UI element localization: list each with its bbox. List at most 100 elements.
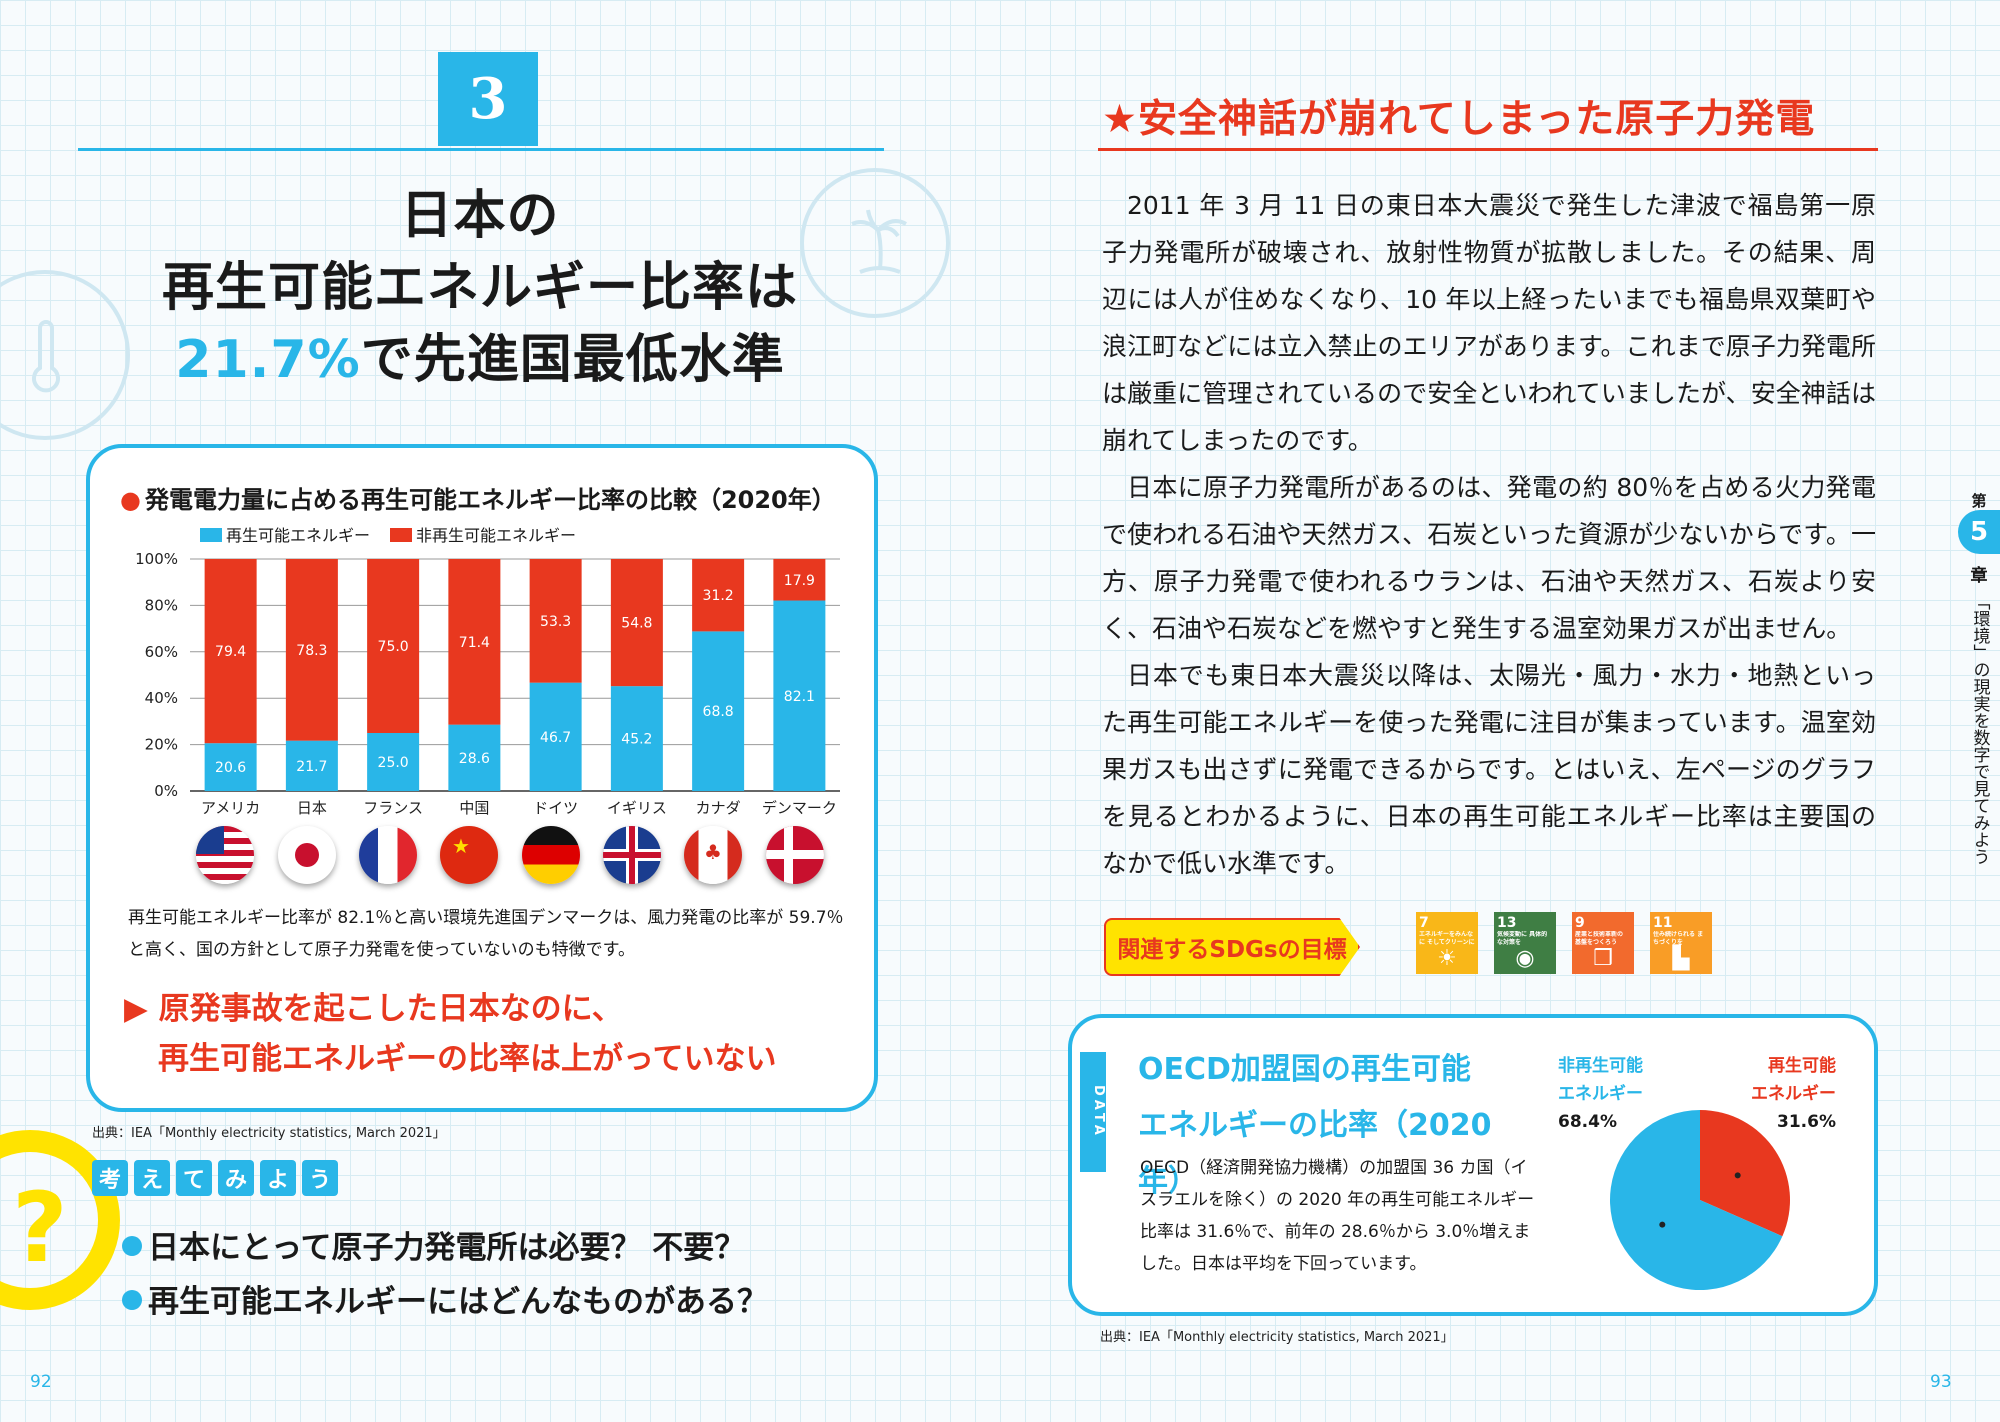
eye-icon: ◉ [1515, 946, 1535, 971]
sdg-text: 産業と技術革新の 基盤をつくろう [1575, 931, 1624, 946]
bar-segment [285, 740, 338, 791]
legend-item-renewable: 再生可能エネルギー [200, 522, 370, 546]
data-label: 82.1 [784, 689, 815, 705]
city-icon: ▙ [1672, 946, 1690, 971]
data-label: 71.4 [459, 635, 490, 651]
sun-icon: ☀ [1437, 946, 1457, 971]
flag-canada-icon: ♣ [684, 826, 742, 884]
paragraph: 日本に原子力発電所があるのは、発電の約 80％を占める火力発電で使われる石油や天… [1102, 473, 1876, 643]
chapter-title: 章 「環境」の現実を数字で見てみよう [1964, 566, 1994, 865]
think-question-1: 日本にとって原子力発電所は必要？ 不要？ [122, 1222, 745, 1267]
pie-slice [1700, 1110, 1790, 1237]
bar-chart-title: ● 発電電力量に占める再生可能エネルギー比率の比較（2020年） [120, 480, 836, 515]
pie-leader-dot [1659, 1221, 1666, 1228]
callout: ▶ 原発事故を起こした日本なのに、 再生可能エネルギーの比率は上がっていない [124, 984, 864, 1084]
sdg-13-tile: 13 気候変動に 具体的な対策を ◉ [1494, 912, 1556, 974]
sdgs-label: 関連するSDGsの目標 [1104, 918, 1360, 976]
legend-label-renewable: 再生可能エネルギー [226, 526, 371, 545]
body-text: 2011 年 3 月 11 日の東日本大震災で発生した津波で福島第一原子力発電所… [1102, 182, 1876, 887]
bar-segment [773, 559, 826, 601]
source-right: 出典：IEA「Monthly electricity statistics, M… [1100, 1330, 1454, 1345]
paragraph: 2011 年 3 月 11 日の東日本大震災で発生した津波で福島第一原子力発電所… [1102, 191, 1876, 455]
pie-slice [1610, 1110, 1783, 1290]
sdg-text: 気候変動に 具体的な対策を [1497, 931, 1548, 946]
bar-chart-legend: 再生可能エネルギー 非再生可能エネルギー [200, 522, 576, 546]
headline-line3-rest: で先進国最低水準 [360, 330, 785, 390]
flag-japan-icon [278, 826, 336, 884]
headline-highlight: 21.7% [175, 330, 361, 390]
bullet-icon [122, 1236, 142, 1256]
data-label: 28.6 [459, 751, 490, 767]
sdg-text: 住み続けられる まちづくりを [1653, 931, 1704, 946]
legend-item-non-renewable: 非再生可能エネルギー [390, 522, 576, 546]
pie-value-renewable: 31.6% [1777, 1112, 1836, 1132]
callout-line2: 再生可能エネルギーの比率は上がっていない [158, 1041, 777, 1077]
data-label: 78.3 [296, 643, 327, 659]
bar-segment [529, 559, 582, 683]
bar-segment [367, 733, 420, 791]
pie-leader-dot [1734, 1172, 1741, 1179]
flag-denmark-icon [766, 826, 824, 884]
data-label: 17.9 [784, 573, 815, 589]
sdg-number: 9 [1575, 915, 1585, 931]
section-divider [78, 148, 884, 151]
pie-label-renewable: 再生可能 エネルギー 31.6% [1746, 1052, 1836, 1136]
think-char: よ [260, 1160, 296, 1196]
flag-france-icon [359, 826, 417, 884]
x-category-label: フランス [363, 799, 423, 817]
triangle-icon: ▶ [124, 991, 159, 1027]
data-title-line1: OECD加盟国の再生可能 [1138, 1052, 1471, 1087]
think-question-2: 再生可能エネルギーにはどんなものがある？ [122, 1276, 768, 1321]
pie-chart [1610, 1110, 1790, 1290]
think-question-1-text: 日本にとって原子力発電所は必要？ 不要？ [148, 1230, 746, 1266]
chapter-number: 5 [1958, 510, 2000, 554]
think-char: て [176, 1160, 212, 1196]
y-tick-label: 20% [145, 736, 178, 754]
bar-segment [448, 724, 501, 791]
think-char: え [134, 1160, 170, 1196]
y-tick-label: 100% [135, 550, 178, 568]
bar-segment [285, 559, 338, 741]
data-label: 31.2 [703, 588, 734, 604]
bullet-dot-icon: ● [120, 486, 141, 514]
flag-germany-icon [522, 826, 580, 884]
chapter-suffix: 章 [1970, 566, 1988, 586]
bar-chart-title-text: 発電電力量に占める再生可能エネルギー比率の比較（2020年） [144, 486, 836, 514]
source-left: 出典：IEA「Monthly electricity statistics, M… [92, 1126, 446, 1141]
y-tick-label: 40% [145, 689, 178, 707]
think-char: う [302, 1160, 338, 1196]
think-title: 考 え て み よ う [92, 1160, 338, 1196]
callout-line1-text: 原発事故を起こした日本なのに、 [158, 991, 623, 1027]
x-category-label: デンマーク [762, 799, 837, 817]
sdg-number: 13 [1497, 915, 1517, 931]
page-number-right: 93 [1930, 1372, 1952, 1392]
bar-segment [367, 559, 420, 733]
data-label: 21.7 [296, 759, 327, 775]
x-category-label: アメリカ [201, 799, 260, 817]
bar-segment [773, 600, 826, 791]
country-flags: ★ ♣ [196, 826, 836, 886]
thermometer-icon [10, 318, 80, 398]
x-category-label: カナダ [696, 799, 741, 817]
bar-segment [529, 682, 582, 791]
bar-chart: 0% 20% 40% 60% 80% 100% 20.6 79.4 アメリカ 21.7 78.3 日本… [135, 550, 840, 817]
bar-segment [204, 559, 257, 744]
bar-segment [448, 559, 501, 725]
think-char: み [218, 1160, 254, 1196]
decor-circle-right [800, 168, 950, 318]
flag-china-icon: ★ [440, 826, 498, 884]
data-label: 75.0 [378, 639, 409, 655]
bar-segment [204, 743, 257, 791]
section-title: ★安全神話が崩れてしまった原子力発電 [1102, 97, 1816, 142]
question-mark-icon: ? [12, 1172, 68, 1284]
legend-label-non-renewable: 非再生可能エネルギー [416, 526, 577, 545]
think-question-2-text: 再生可能エネルギーにはどんなものがある？ [148, 1284, 768, 1320]
data-label: 68.8 [703, 704, 734, 720]
pie-label-non-renewable-line2: エネルギー [1558, 1084, 1643, 1104]
data-label: 45.2 [621, 732, 652, 748]
sdg-text: エネルギーをみんなに そしてクリーンに [1419, 931, 1475, 946]
x-category-label: 日本 [297, 799, 327, 817]
data-label: 79.4 [215, 644, 246, 660]
x-category-label: ドイツ [533, 799, 578, 817]
section-title-underline [1098, 148, 1878, 151]
